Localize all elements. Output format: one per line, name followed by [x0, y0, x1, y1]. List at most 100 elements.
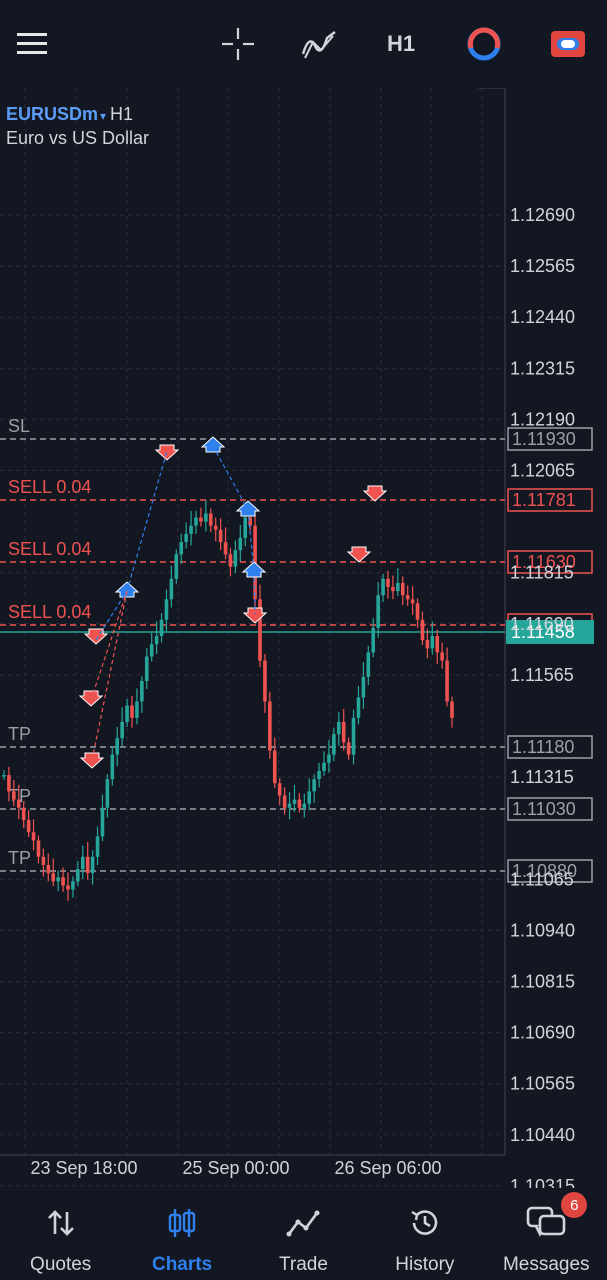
candle-body [56, 877, 60, 882]
candle-body [317, 770, 321, 780]
candle-body [115, 738, 120, 755]
candle-body [16, 799, 21, 808]
candle-body [445, 660, 449, 702]
price-chart[interactable]: SL 1.11930 SELL 0.04 1.11781 SELL 0.04 1.1163… [0, 87, 607, 1196]
candle-body [36, 840, 41, 857]
candle-body [135, 701, 139, 718]
trade-connector [212, 445, 249, 511]
candle-body [346, 742, 351, 755]
candle-body [105, 779, 110, 808]
candle-body [140, 681, 144, 702]
price-line-label: TP [8, 848, 31, 868]
trade-connector [247, 509, 255, 572]
candle-body [381, 578, 385, 596]
candle-body [435, 636, 440, 653]
trading-toggle-icon[interactable] [546, 20, 590, 68]
price-line-value: 1.11930 [512, 429, 576, 449]
candle-body [189, 525, 193, 534]
candle-body [51, 873, 56, 882]
trade-connector [90, 590, 128, 701]
y-tick-label: 1.12440 [510, 307, 575, 327]
candle-body [341, 721, 346, 743]
candle-body [95, 836, 100, 857]
candle-body [41, 856, 46, 865]
price-line-value: 1.11630 [512, 552, 576, 572]
nav-trade-label: Trade [279, 1254, 328, 1275]
nav-charts[interactable]: Charts [123, 1188, 241, 1280]
y-tick-label: 1.11565 [510, 665, 574, 685]
chart-symbol[interactable]: EURUSDm ▾ H1 [6, 104, 133, 125]
y-tick-label: 1.12315 [510, 358, 575, 378]
history-icon [408, 1206, 442, 1240]
candle-body [21, 807, 26, 821]
candle-body [336, 721, 341, 735]
candle-body [292, 799, 297, 804]
candle-body [272, 750, 277, 784]
current-price-value: 1.11458 [511, 622, 575, 642]
x-tick-label: 26 Sep 06:00 [334, 1158, 441, 1178]
nav-messages[interactable]: 6 Messages [487, 1188, 605, 1280]
candle-body [233, 550, 238, 567]
one-click-trading-icon[interactable] [462, 20, 506, 68]
nav-charts-label: Charts [151, 1254, 213, 1275]
candle-body [400, 582, 405, 596]
quotes-icon [46, 1206, 76, 1240]
candle-body [371, 627, 376, 653]
sell-arrow-icon [242, 607, 268, 624]
y-tick-label: 1.12190 [510, 409, 575, 429]
nav-messages-label: Messages [502, 1254, 590, 1275]
trade-icon [286, 1206, 320, 1240]
candle-body [218, 529, 223, 543]
symbol-timeframe: H1 [110, 104, 134, 124]
candle-body [199, 517, 203, 522]
candle-body [312, 779, 316, 792]
y-tick-label: 1.10940 [510, 920, 575, 940]
candle-body [307, 791, 312, 804]
candle-body [282, 795, 287, 808]
candle-body [194, 517, 198, 526]
buy-arrow-icon [200, 436, 226, 453]
symbol-name: EURUSDm [6, 104, 99, 124]
candle-body [46, 864, 51, 874]
sell-arrow-icon [362, 485, 388, 502]
price-line-tag [507, 735, 593, 759]
price-line-value: 1.11180 [512, 737, 574, 757]
price-line-tag [507, 550, 593, 574]
candle-body [204, 513, 208, 522]
candle-body [263, 660, 267, 702]
nav-history[interactable]: History [366, 1188, 484, 1280]
y-tick-label: 1.11315 [510, 767, 574, 787]
charts-icon [167, 1206, 197, 1240]
candle-body [396, 582, 400, 592]
price-line-label: SELL 0.04 [8, 539, 91, 559]
x-tick-label: 23 Sep 18:00 [30, 1158, 137, 1178]
candle-body [228, 554, 233, 567]
candle-body [243, 517, 248, 538]
nav-trade[interactable]: Trade [244, 1188, 362, 1280]
candle-body [277, 783, 282, 796]
candle-body [361, 676, 366, 698]
y-tick-label: 1.12065 [510, 461, 575, 481]
menu-icon[interactable] [12, 20, 52, 68]
indicators-icon[interactable] [298, 20, 340, 68]
sell-arrow-icon [79, 752, 105, 769]
candle-body [144, 656, 149, 682]
symbol-dropdown-icon: ▾ [100, 109, 107, 123]
candle-body [356, 697, 361, 718]
y-tick-label: 1.10815 [510, 972, 575, 992]
candle-body [164, 599, 169, 620]
candle-body [12, 791, 16, 800]
x-tick-label: 25 Sep 00:00 [182, 1158, 289, 1178]
timeframe-button[interactable]: H1 [380, 20, 422, 68]
candle-body [125, 705, 129, 722]
candle-body [302, 803, 307, 808]
candle-body [208, 513, 213, 526]
y-tick-label: 1.10565 [510, 1074, 575, 1094]
nav-quotes[interactable]: Quotes [2, 1188, 120, 1280]
candle-body [287, 803, 292, 808]
price-line-tag [507, 488, 593, 512]
candle-body [159, 619, 164, 637]
crosshair-icon[interactable] [218, 20, 258, 68]
messages-icon [526, 1206, 566, 1240]
y-tick-label: 1.10440 [510, 1125, 575, 1145]
